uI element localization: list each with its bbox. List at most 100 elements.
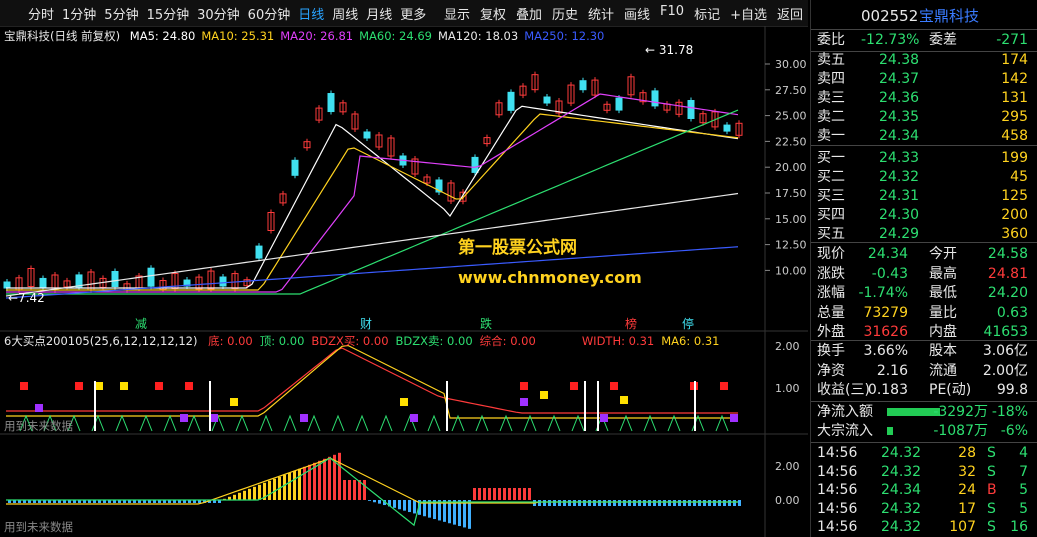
ind2-bar [178, 500, 181, 503]
ind1-triangle [283, 414, 297, 432]
toolbar-action-3[interactable]: 历史 [551, 7, 578, 23]
candle-body [495, 102, 503, 116]
weibi-row: 委比 -12.73% 委差 -271 [817, 32, 1028, 48]
period-tab-4[interactable]: 30分钟 [197, 7, 240, 23]
toolbar-action-5[interactable]: 画线 [624, 7, 651, 23]
toolbar-action-9[interactable]: 返回 [776, 7, 803, 23]
ind2-bar [153, 500, 156, 503]
ind2-bar [658, 500, 661, 506]
ind2-bar [433, 500, 436, 520]
period-tab-6[interactable]: 日线 [298, 7, 325, 23]
candle-body [303, 141, 311, 149]
ind2-bar [513, 488, 516, 500]
ind2-bar [18, 500, 21, 503]
ind2-bar [103, 500, 106, 503]
period-tab-2[interactable]: 5分钟 [104, 7, 139, 23]
ind2-bar [603, 500, 606, 506]
indicator2-note: 用到未来数据 [4, 520, 73, 534]
period-tab-0[interactable]: 分时 [28, 7, 55, 23]
period-tab-7[interactable]: 周线 [332, 7, 359, 23]
quote-header: 002552 宝鼎科技 [811, 4, 1037, 28]
ind2-bar [543, 500, 546, 506]
candle-body [243, 279, 251, 287]
ind1-triangle [427, 414, 441, 432]
candle-body [183, 279, 191, 287]
ind2-bar [353, 480, 356, 500]
candle-body [291, 159, 299, 176]
ind1-purple-square [410, 414, 418, 422]
toolbar-action-6[interactable]: F10 [660, 3, 685, 19]
candle-body [339, 102, 347, 113]
ind2-bar [343, 480, 346, 500]
ind2-bar [263, 482, 266, 500]
ind2-bar [478, 488, 481, 500]
ind2-bar [348, 480, 351, 500]
tick-row: 14:56 24.32 32 S 7 [817, 463, 1028, 480]
indicator1-values: 底: 0.00 顶: 0.00 BDZX买: 0.00 BDZX卖: 0.00 综合: … [201, 334, 719, 348]
stat-row: 外盘 31626 内盘 41653 [817, 324, 1028, 340]
ind2-bar [378, 500, 381, 504]
stat-row: 涨跌 -0.43 最高 24.81 [817, 265, 1028, 282]
ind1-red-square [610, 382, 618, 390]
ind2-bar [23, 500, 26, 503]
indicator1-item: 底: 0.00 [208, 334, 253, 348]
chart-area: 30.00 27.50 25.00 22.50 20.00 17.50 15.00 12.50… [0, 26, 808, 537]
bids-row: 买一 24.33 199 [817, 150, 1028, 166]
ind2-bar [268, 480, 271, 500]
ind2-bar [138, 500, 141, 503]
toolbar-action-1[interactable]: 复权 [479, 7, 506, 23]
ind1-purple-square [180, 414, 188, 422]
period-tab-1[interactable]: 1分钟 [62, 7, 97, 23]
period-tab-5[interactable]: 60分钟 [247, 7, 291, 23]
ind2-bar [358, 480, 361, 500]
y-tick-label: 22.50 [775, 135, 807, 148]
toolbar-action-4[interactable]: 统计 [588, 7, 615, 23]
ind1-triangle [571, 414, 585, 432]
bids-price: 24.29 [879, 226, 920, 242]
stat-row: 总量 73279 量比 0.63 [817, 304, 1028, 321]
bids-price: 24.31 [879, 188, 920, 204]
ind2-bar [733, 500, 736, 506]
ind1-triangle [499, 414, 513, 432]
toolbar-action-2[interactable]: 叠加 [515, 7, 542, 23]
ind2-bar [608, 500, 611, 506]
ind2-bar [168, 500, 171, 503]
stock-code: 002552 [861, 7, 919, 25]
ma-legend-item: MA60: 24.69 [359, 29, 432, 43]
flow-row: 净流入额 -3292万 -18% [817, 404, 1028, 420]
ind1-purple-square [520, 398, 528, 406]
ind1-tick-label: 2.00 [775, 340, 800, 353]
ind1-purple-square [600, 414, 608, 422]
ind2-bar [398, 500, 401, 510]
toolbar-action-0[interactable]: 显示 [443, 7, 470, 23]
ind2-bar [493, 488, 496, 500]
ind1-triangle [331, 414, 345, 432]
ind1-triangle [235, 414, 249, 432]
ind2-bar [323, 458, 326, 500]
ind2-bar [403, 500, 406, 511]
candle-body [315, 107, 323, 121]
ma120-line [5, 192, 739, 297]
ind2-bar [453, 500, 456, 525]
ind2-bar [208, 500, 211, 503]
candle-body [651, 90, 659, 107]
toolbar-action-8[interactable]: +自选 [730, 7, 767, 23]
ind2-bar [193, 500, 196, 503]
period-tab-8[interactable]: 月线 [366, 7, 393, 23]
ind2-bar [218, 500, 221, 503]
ind2-bar [633, 500, 636, 506]
main-chart-title: 宝鼎科技(日线 前复权) [4, 29, 121, 43]
watermark-cn: 第一股票公式网 [458, 238, 577, 258]
ma20-line [6, 93, 739, 293]
ind2-bar [468, 500, 471, 529]
period-tab-3[interactable]: 15分钟 [146, 7, 190, 23]
ind2-bar [623, 500, 626, 506]
ma-legend: MA5: 24.80 MA10: 25.31 MA20: 26.81 MA60: 24… [124, 29, 605, 43]
period-tab-9[interactable]: 更多 [400, 7, 427, 23]
candle-body [39, 277, 47, 288]
ind2-bar [703, 500, 706, 506]
toolbar-action-7[interactable]: 标记 [694, 7, 721, 23]
event-mark: 停 [682, 316, 694, 331]
candle-body [699, 113, 707, 124]
ind2-bar [173, 500, 176, 503]
